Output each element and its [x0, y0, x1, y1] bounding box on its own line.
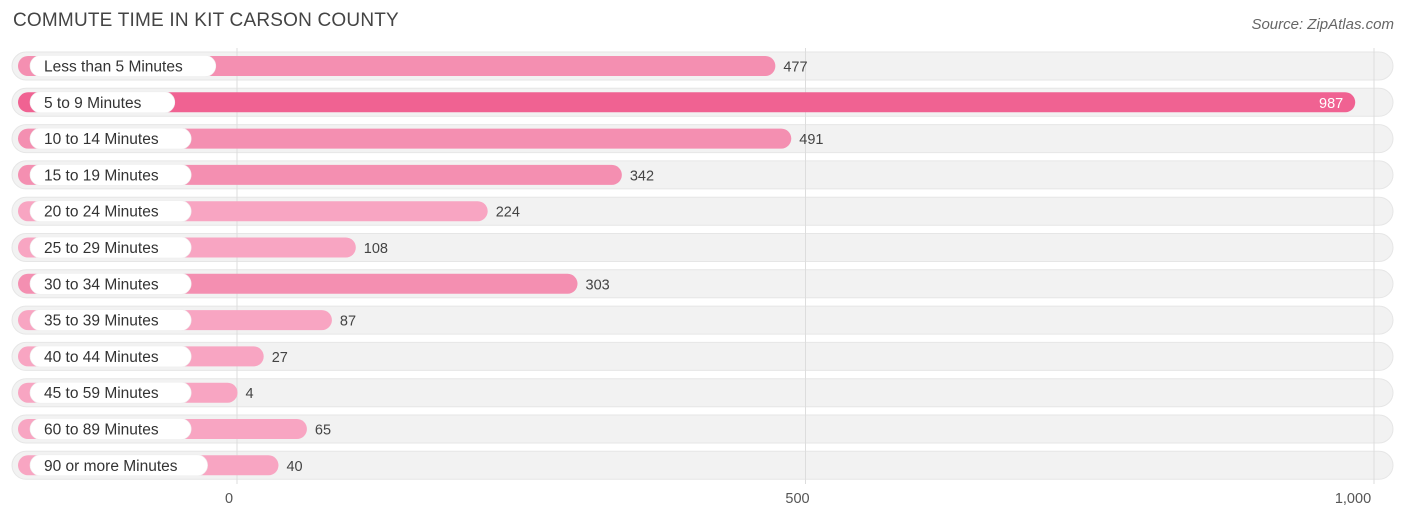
row-tracks — [11, 51, 1394, 480]
category-label: 25 to 29 Minutes — [44, 240, 159, 257]
grid-lines — [236, 48, 1375, 484]
row-track — [11, 233, 1394, 262]
value-label: 987 — [1319, 96, 1343, 112]
row-track — [11, 450, 1394, 480]
value-label: 27 — [272, 350, 288, 366]
category-label: 40 to 44 Minutes — [44, 349, 159, 366]
value-label: 224 — [496, 205, 520, 221]
category-label-pill — [29, 164, 192, 186]
category-label: 60 to 89 Minutes — [44, 422, 159, 439]
value-label: 108 — [364, 241, 388, 257]
chart-title: COMMUTE TIME IN KIT CARSON COUNTY — [13, 10, 399, 31]
value-label: 4 — [246, 386, 254, 402]
category-label: Less than 5 Minutes — [44, 59, 183, 76]
value-label: 65 — [315, 423, 331, 439]
row-track — [11, 414, 1394, 444]
category-label: 5 to 9 Minutes — [44, 95, 142, 112]
x-tick-label: 1,000 — [1335, 491, 1371, 507]
chart-source: Source: ZipAtlas.com — [1251, 16, 1394, 33]
value-label: 342 — [630, 168, 654, 184]
category-label-pill — [29, 345, 192, 368]
bar[interactable] — [18, 92, 1356, 113]
category-label: 45 to 59 Minutes — [44, 385, 159, 402]
category-label: 90 or more Minutes — [44, 458, 178, 475]
category-label-pill — [29, 454, 208, 477]
bars: Less than 5 Minutes 477 5 to 9 Minutes 987 1… — [18, 55, 1356, 477]
value-label: 303 — [586, 277, 610, 293]
value-label: 491 — [799, 132, 823, 148]
category-label-pill — [29, 309, 192, 331]
category-label-pill — [29, 55, 217, 77]
value-label: 477 — [783, 60, 807, 76]
category-label-pill — [29, 418, 192, 440]
category-label-pill — [29, 127, 192, 150]
category-label: 35 to 39 Minutes — [44, 313, 159, 330]
category-label-pill — [29, 91, 176, 114]
value-label: 40 — [286, 459, 302, 475]
category-label-pill — [29, 200, 192, 222]
x-tick-label: 500 — [785, 491, 809, 507]
row-track — [11, 378, 1394, 408]
category-label: 10 to 14 Minutes — [44, 131, 159, 148]
category-label-pill — [29, 381, 192, 404]
value-label: 87 — [340, 314, 356, 330]
category-label: 15 to 19 Minutes — [44, 167, 159, 184]
x-tick-label: 0 — [225, 491, 233, 507]
row-track — [11, 305, 1394, 335]
bar[interactable] — [18, 128, 792, 149]
category-label-pill — [29, 236, 192, 259]
x-axis-ticks: 0 500 1,000 — [225, 491, 1371, 507]
category-label: 30 to 34 Minutes — [44, 276, 159, 293]
row-track — [11, 341, 1394, 371]
category-label: 20 to 24 Minutes — [44, 204, 159, 221]
category-label-pill — [29, 272, 192, 295]
